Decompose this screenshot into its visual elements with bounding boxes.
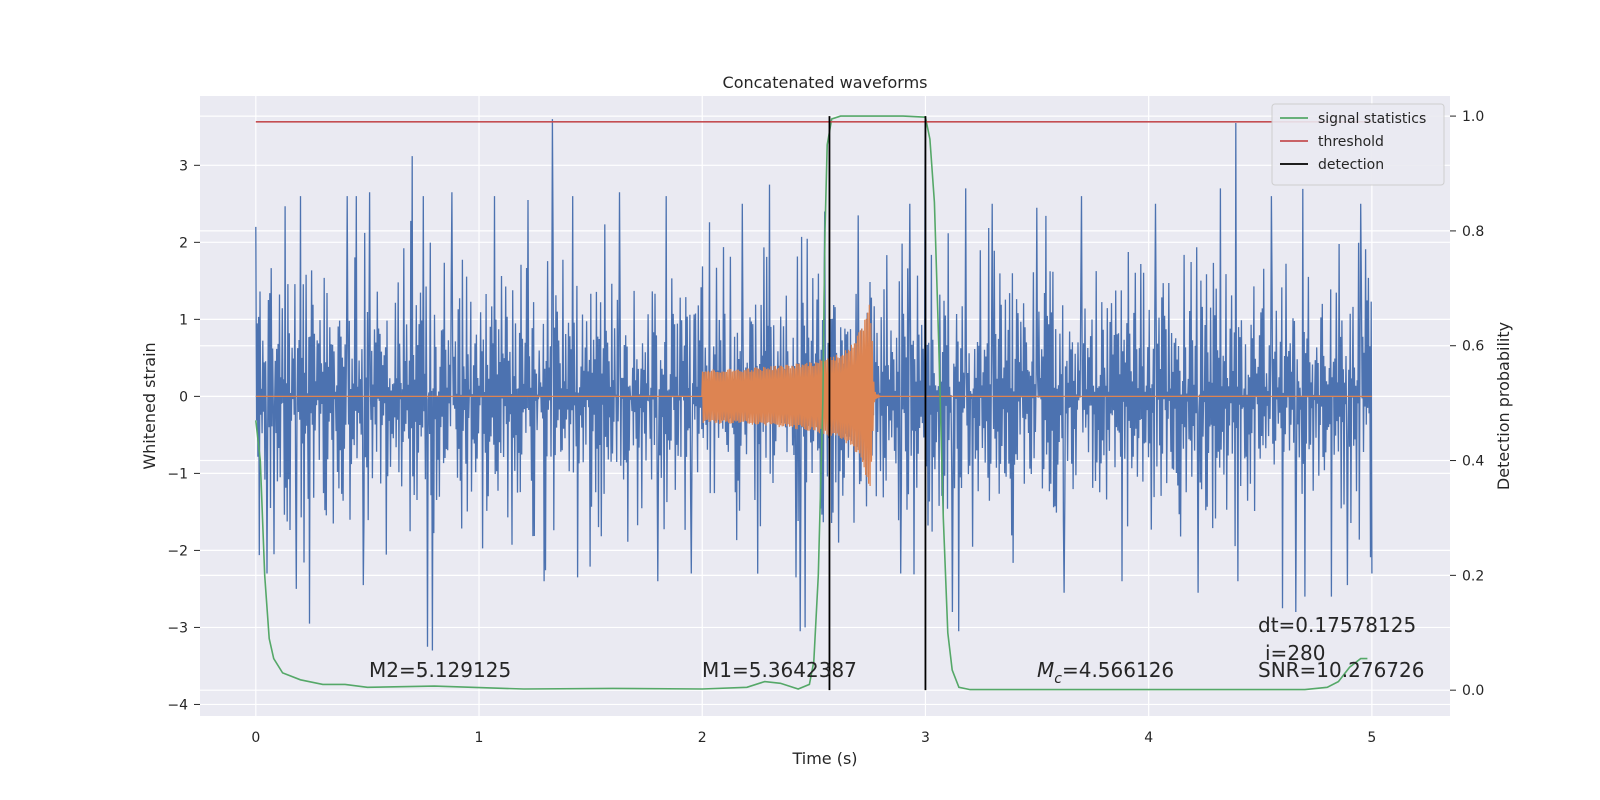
- chart-title: Concatenated waveforms: [723, 73, 928, 92]
- y-tick-label: −2: [167, 543, 188, 559]
- chirp-waveform-series: [255, 304, 1372, 487]
- annotation-dt: dt=0.17578125: [1258, 613, 1416, 637]
- y-tick-label: −3: [167, 620, 188, 636]
- legend-box: [1271, 103, 1445, 186]
- y2-tick-label: 0.2: [1462, 568, 1484, 584]
- x-tick-label: 1: [475, 730, 484, 746]
- y-tick-label: −4: [167, 697, 188, 713]
- data-layer: [255, 115, 1373, 691]
- y2-tick-label: 0.4: [1462, 454, 1484, 470]
- x-axis-label: Time (s): [791, 749, 857, 768]
- y-tick-label: 0: [179, 389, 188, 405]
- legend-entry-label: detection: [1318, 157, 1384, 173]
- annotation-m1: M1=5.3642387: [702, 658, 857, 682]
- y2-tick-label: 0.6: [1462, 339, 1484, 355]
- annotation-mc-subscript: c: [1054, 671, 1062, 687]
- y-tick-label: −1: [167, 466, 188, 482]
- annotation-mc: Mc=4.566126: [1037, 658, 1174, 687]
- legend-entry-label: threshold: [1318, 134, 1384, 150]
- legend-entry-label: signal statistics: [1318, 111, 1426, 127]
- annotation-m2: M2=5.129125: [369, 658, 511, 682]
- tick-layer: 0 1 2 3 4 5 −4 −3 −2 −1 0 1 2 3 0.0 0.2 0.4 0.6 0.8 1.0: [167, 109, 1484, 746]
- y2-tick-label: 0.8: [1462, 224, 1484, 240]
- x-tick-label: 3: [921, 730, 930, 746]
- legend: signal statistics threshold detection: [1271, 103, 1445, 186]
- x-tick-label: 0: [251, 730, 260, 746]
- y-tick-label: 3: [179, 158, 188, 174]
- annotation-snr: SNR=10.276726: [1258, 658, 1424, 682]
- y-tick-label: 2: [179, 235, 188, 251]
- x-tick-label: 4: [1144, 730, 1153, 746]
- y2-tick-label: 1.0: [1462, 109, 1484, 125]
- x-tick-label: 2: [698, 730, 707, 746]
- y-axis-label: Whitened strain: [140, 342, 159, 469]
- annotation-mc-value: =4.566126: [1062, 658, 1174, 682]
- signal-statistics-line: [255, 115, 1368, 691]
- y2-tick-label: 0.0: [1462, 683, 1484, 699]
- annotation-mc-symbol: M: [1037, 658, 1054, 682]
- y-tick-label: 1: [179, 312, 188, 328]
- x-tick-label: 5: [1367, 730, 1376, 746]
- y2-axis-label: Detection probability: [1494, 322, 1513, 490]
- annotation-i: i=280: [1265, 641, 1326, 665]
